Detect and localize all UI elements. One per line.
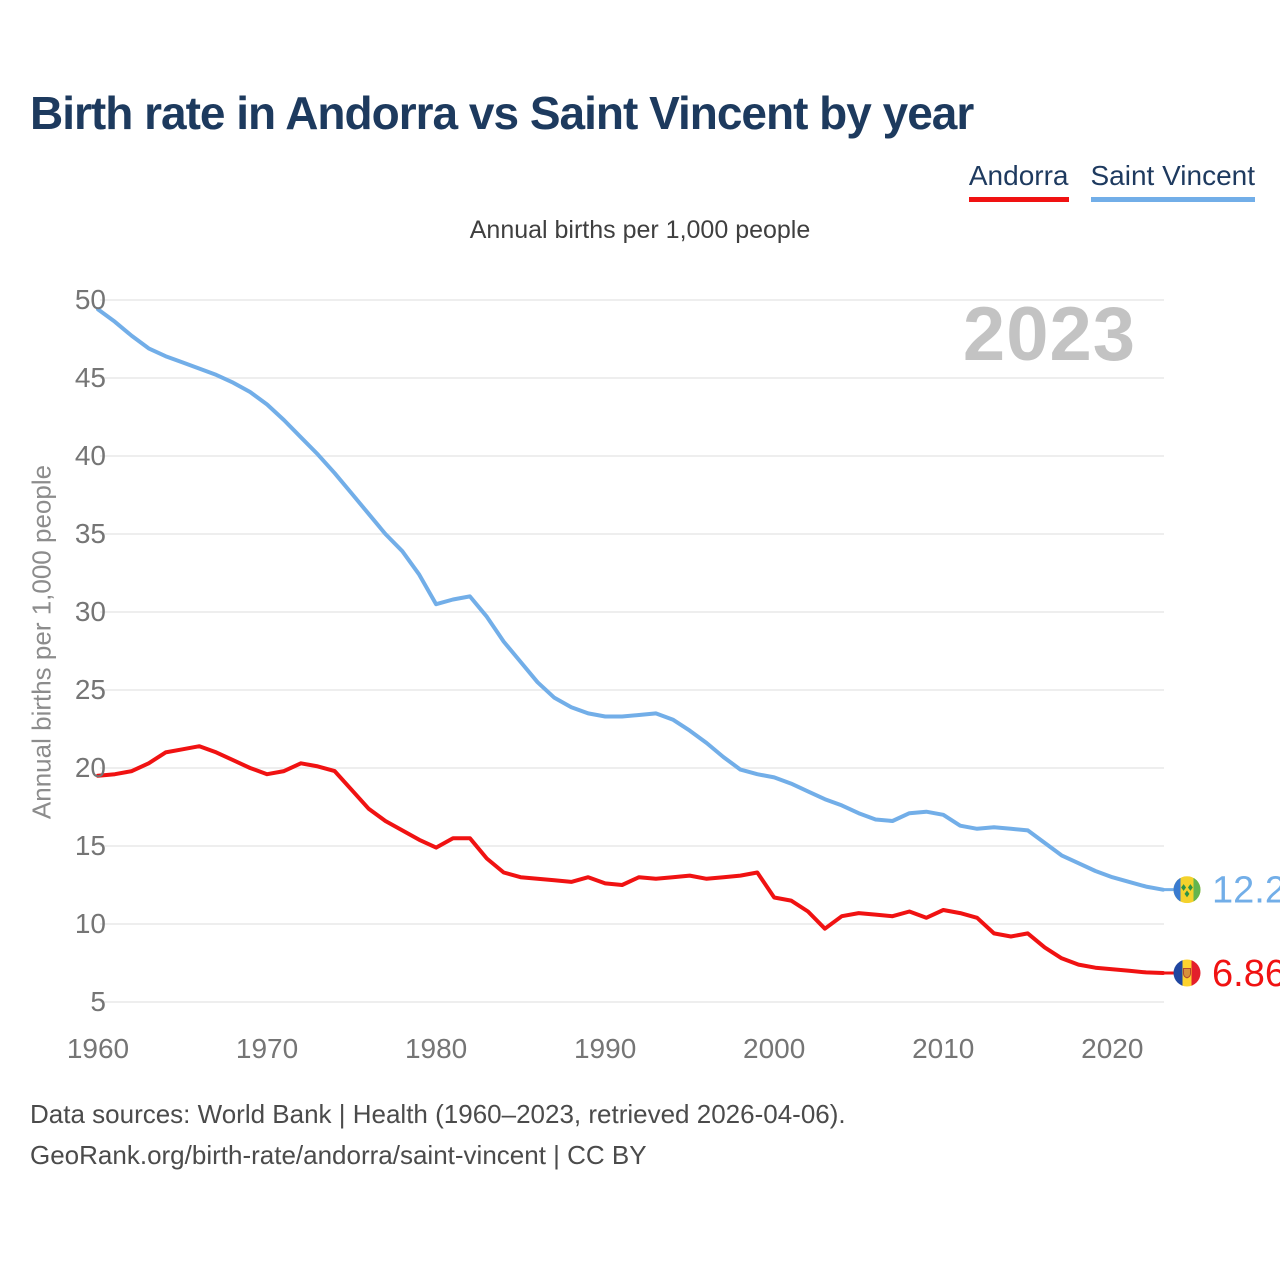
y-tick-label: 35: [74, 518, 106, 549]
y-tick-label: 15: [74, 830, 106, 861]
andorra-flag-icon: [1173, 959, 1201, 987]
x-tick-label: 2010: [912, 1033, 975, 1064]
saint-vincent-flag-icon: [1173, 876, 1201, 904]
y-tick-label: 45: [74, 362, 106, 393]
page-title: Birth rate in Andorra vs Saint Vincent b…: [30, 87, 974, 139]
legend-item-saint-vincent[interactable]: Saint Vincent: [1090, 160, 1256, 202]
y-tick-label: 40: [74, 440, 106, 471]
legend-label-andorra: Andorra: [968, 160, 1069, 191]
end-value-label-saint-vincent: 12.2: [1212, 870, 1280, 912]
series-line-andorra[interactable]: [96, 744, 1165, 975]
y-tick-label: 5: [90, 986, 106, 1017]
y-tick-label: 10: [74, 908, 106, 939]
footer-link-line: GeoRank.org/birth-rate/andorra/saint-vin…: [30, 1140, 647, 1170]
footer-source-line: Data sources: World Bank | Health (1960–…: [30, 1099, 846, 1129]
legend-item-andorra[interactable]: Andorra: [968, 160, 1069, 202]
legend: Andorra Saint Vincent: [968, 160, 1256, 202]
x-tick-label: 1960: [66, 1033, 130, 1064]
y-tick-label: 20: [74, 752, 106, 783]
series-line-saint-vincent[interactable]: [96, 307, 1165, 892]
end-value-label-andorra: 6.86: [1212, 953, 1280, 995]
legend-label-saint-vincent: Saint Vincent: [1090, 160, 1256, 191]
footer: Data sources: World Bank | Health (1960–…: [30, 1094, 846, 1176]
chart-subtitle: Annual births per 1,000 people: [469, 216, 811, 244]
y-tick-label: 30: [74, 596, 106, 627]
x-tick-label: 2020: [1081, 1033, 1144, 1064]
x-tick-label: 1980: [404, 1033, 468, 1064]
y-tick-label: 50: [74, 284, 106, 315]
y-tick-label: 25: [74, 674, 106, 705]
x-tick-label: 2000: [743, 1033, 806, 1064]
x-tick-label: 1990: [573, 1033, 637, 1064]
x-tick-label: 1970: [235, 1033, 299, 1064]
watermark-year: 2023: [962, 292, 1136, 377]
